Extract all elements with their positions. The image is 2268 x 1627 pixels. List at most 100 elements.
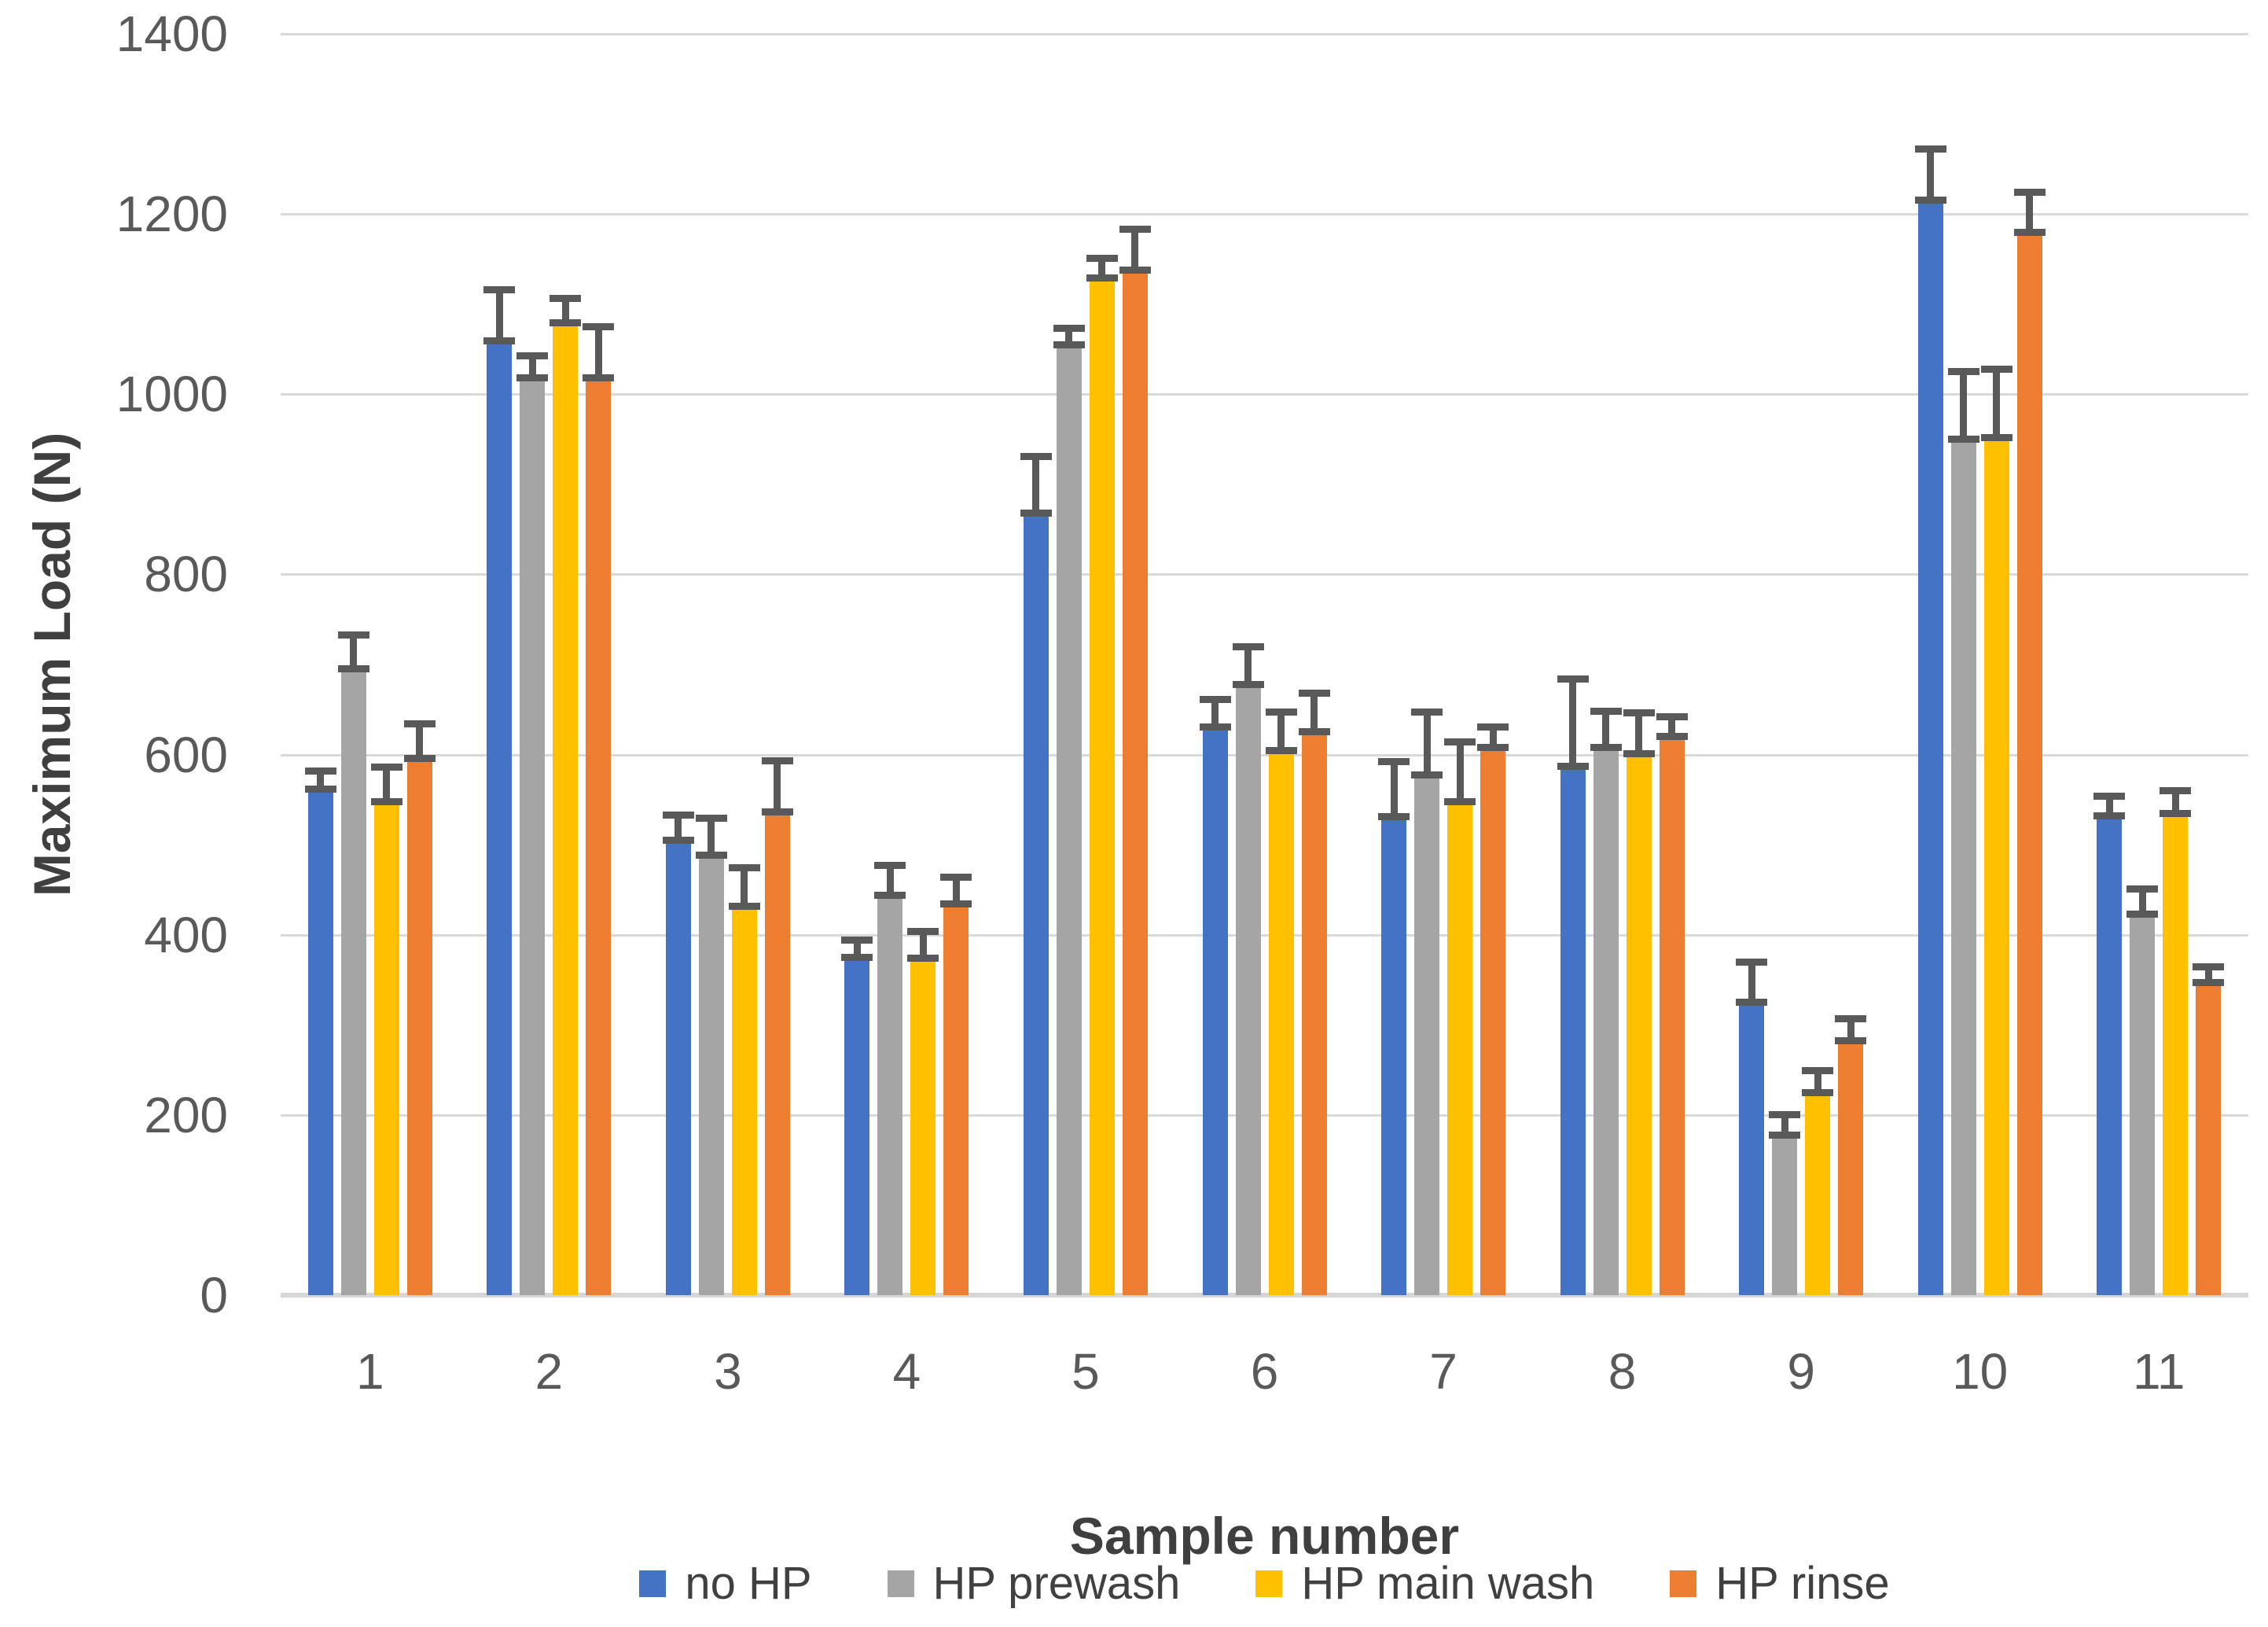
bar-hp-prewash-sample-11 (2130, 914, 2156, 1295)
error-bar-line (383, 767, 391, 802)
error-bar-line (1065, 328, 1073, 345)
error-bar-cap-bottom (2093, 812, 2126, 819)
bar-hp-rinse-sample-6 (1301, 731, 1327, 1295)
error-bar-cap-bottom (550, 319, 582, 327)
x-tick-label: 10 (1952, 1343, 2009, 1400)
error-bar-cap-top (2126, 885, 2159, 893)
legend-swatch (639, 1570, 667, 1597)
error-bar-line (1277, 712, 1285, 751)
error-bar-cap-top (940, 873, 972, 881)
error-bar-cap-top (583, 322, 615, 330)
error-bar-line (2026, 192, 2034, 233)
error-bar-cap-top (2160, 786, 2192, 794)
error-bar-cap-bottom (2193, 978, 2225, 986)
bar-hp-prewash-sample-3 (698, 855, 724, 1295)
error-bar-cap-bottom (1802, 1088, 1834, 1096)
gridline (281, 573, 2248, 576)
error-bar-line (1781, 1114, 1788, 1136)
bar-hp-prewash-sample-1 (340, 668, 366, 1295)
x-tick-label: 11 (2133, 1343, 2185, 1400)
bar-no-hp-sample-6 (1202, 727, 1228, 1295)
bar-hp-prewash-sample-6 (1235, 684, 1261, 1295)
error-bar-cap-top (1444, 738, 1476, 746)
error-bar-cap-top (1265, 709, 1297, 716)
y-tick-label: 1200 (116, 186, 228, 243)
error-bar-cap-top (1914, 145, 1946, 153)
bar-no-hp-sample-4 (844, 957, 870, 1295)
bar-hp-prewash-sample-2 (520, 377, 546, 1295)
error-bar-cap-bottom (761, 808, 793, 816)
error-bar-cap-bottom (1086, 274, 1118, 282)
bar-hp-main-wash-sample-6 (1268, 750, 1294, 1295)
x-axis-title: Sample number (1069, 1507, 1460, 1565)
x-tick-label: 3 (714, 1343, 742, 1400)
legend-swatch (1255, 1570, 1283, 1597)
error-bar-cap-top (907, 927, 939, 935)
bar-no-hp-sample-3 (665, 840, 691, 1295)
error-bar-line (1847, 1018, 1854, 1041)
error-bar-line (350, 635, 358, 669)
error-bar-line (1390, 761, 1398, 817)
error-bar-cap-top (1557, 675, 1589, 683)
bar-hp-rinse-sample-3 (764, 812, 790, 1295)
bar-hp-main-wash-sample-11 (2163, 813, 2189, 1295)
bar-hp-rinse-sample-7 (1480, 747, 1506, 1295)
legend-swatch (1670, 1570, 1697, 1597)
error-bar-cap-top (304, 767, 336, 775)
x-tick-label: 8 (1608, 1343, 1637, 1400)
error-bar-line (1814, 1070, 1821, 1093)
x-tick-label: 4 (892, 1343, 921, 1400)
error-bar-line (1310, 693, 1318, 732)
y-tick-label: 0 (200, 1267, 228, 1323)
x-tick-label: 9 (1787, 1343, 1815, 1400)
error-bar-cap-top (728, 864, 760, 872)
error-bar-cap-bottom (516, 374, 549, 382)
error-bar-cap-top (1053, 325, 1085, 333)
error-bar-line (774, 760, 781, 812)
error-bar-cap-bottom (1020, 510, 1052, 517)
bar-hp-rinse-sample-11 (2196, 982, 2222, 1295)
error-bar-cap-bottom (1199, 723, 1231, 731)
error-bar-cap-top (2193, 963, 2225, 971)
error-bar-cap-bottom (2013, 228, 2046, 236)
bar-no-hp-sample-5 (1023, 513, 1049, 1295)
error-bar-line (1131, 229, 1139, 271)
bar-no-hp-sample-7 (1381, 816, 1407, 1295)
error-bar-cap-bottom (1053, 340, 1085, 348)
error-bar-cap-top (1086, 254, 1118, 262)
bar-hp-main-wash-sample-4 (910, 958, 936, 1295)
error-bar-cap-bottom (1265, 747, 1297, 755)
error-bar-cap-bottom (1835, 1037, 1867, 1045)
gridline (281, 393, 2248, 396)
error-bar-cap-top (1020, 452, 1052, 460)
error-bar-line (1244, 646, 1252, 685)
error-bar-line (741, 867, 748, 907)
error-bar-line (886, 865, 894, 896)
error-bar-cap-bottom (662, 836, 694, 844)
y-tick-label: 1400 (116, 6, 228, 62)
bar-no-hp-sample-9 (1739, 1002, 1765, 1295)
error-bar-cap-bottom (1119, 266, 1151, 274)
error-bar-cap-bottom (1914, 197, 1946, 204)
bar-hp-prewash-sample-10 (1950, 439, 1976, 1295)
error-bar-cap-bottom (1736, 999, 1768, 1007)
error-bar-line (2138, 889, 2146, 915)
error-bar-line (952, 877, 960, 904)
error-bar-line (317, 771, 325, 790)
error-bar-cap-top (1980, 365, 2013, 373)
bar-hp-main-wash-sample-8 (1626, 753, 1652, 1295)
error-bar-cap-top (841, 937, 873, 944)
error-bar-line (1748, 962, 1755, 1003)
x-tick-label: 1 (355, 1343, 384, 1400)
error-bar-cap-top (1298, 690, 1330, 698)
error-bar-line (2204, 966, 2212, 983)
error-bar-cap-top (1477, 723, 1509, 731)
bar-no-hp-sample-1 (307, 789, 333, 1295)
error-bar-cap-top (2013, 189, 2046, 197)
error-bar-cap-top (662, 811, 694, 819)
legend-item: HP prewash (887, 1561, 1180, 1607)
gridline (281, 33, 2248, 35)
error-bar-line (594, 326, 602, 378)
error-bar-cap-bottom (403, 754, 436, 762)
error-bar-cap-top (761, 757, 793, 765)
